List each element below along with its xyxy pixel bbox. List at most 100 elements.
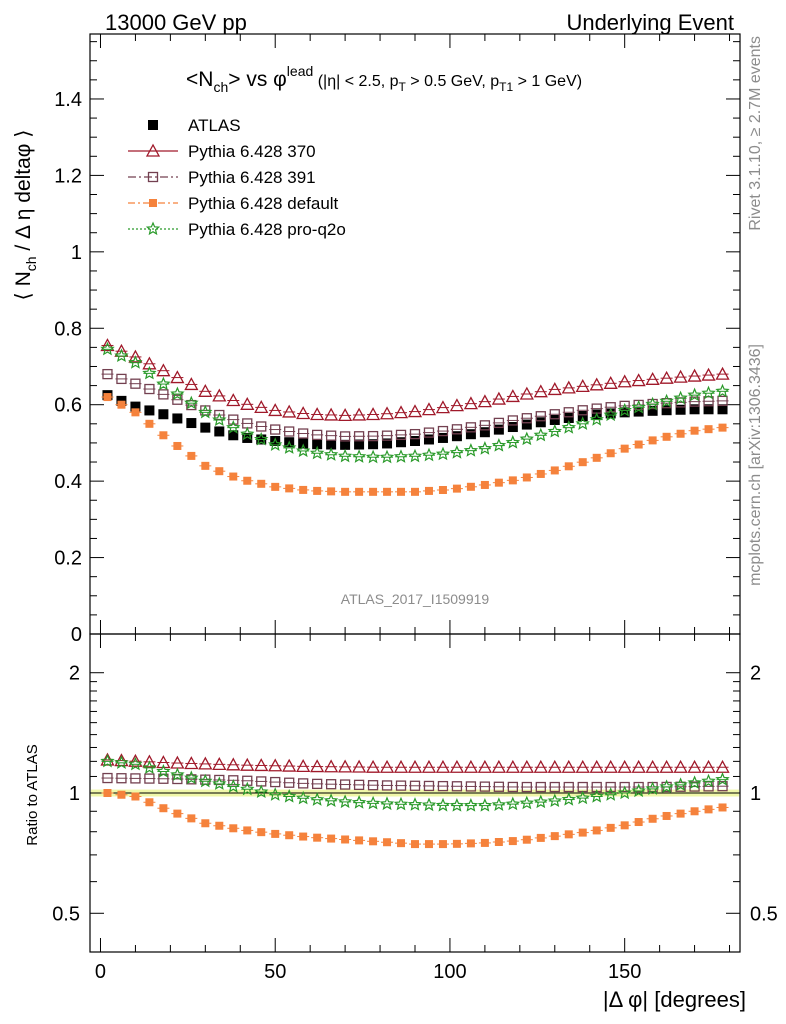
main-point-pythia-6-428-pro-q2o [212,412,227,427]
ratio-point-pythia-6-428-391 [144,773,155,784]
main-point-atlas [130,401,141,412]
ratio-point-pythia-6-428-pro-q2o [282,788,297,803]
main-point-pythia-6-428-391 [479,420,491,431]
main-point-atlas [689,404,700,415]
main-point-pythia-6-428-pro-q2o [659,393,674,408]
main-point-atlas [228,430,239,441]
main-point-pythia-6-428-370 [491,391,506,405]
ratio-point-pythia-6-428-370 [282,758,297,772]
main-point-pythia-6-428-default [578,458,587,467]
ratio-point-pythia-6-428-391 [284,777,295,788]
main-point-pythia-6-428-391 [102,368,113,380]
main-point-pythia-6-428-default [606,449,615,458]
main-point-pythia-6-428-370 [338,408,353,422]
ratio-point-pythia-6-428-370 [254,758,269,772]
main-point-atlas [521,419,532,430]
ratio-point-pythia-6-428-default [383,838,392,847]
main-point-pythia-6-428-default [634,440,643,449]
main-point-pythia-6-428-391 [116,373,127,385]
main-point-pythia-6-428-default [299,485,308,494]
main-point-pythia-6-428-370 [687,368,702,382]
main-point-pythia-6-428-pro-q2o [268,437,283,451]
ratio-point-pythia-6-428-391 [493,781,505,792]
ratio-point-pythia-6-428-370 [575,759,590,773]
ratio-point-pythia-6-428-370 [338,759,353,773]
main-point-pythia-6-428-391 [130,378,141,389]
main-point-pythia-6-428-default [564,462,573,471]
legend-marker-pythia-6-428-default [149,199,157,207]
header-left: 13000 GeV pp [105,10,247,35]
ratio-point-pythia-6-428-default [285,831,294,840]
main-point-pythia-6-428-370 [561,380,576,394]
ratio-point-pythia-6-428-370 [561,759,576,773]
legend-label-pythia-6-428-default: Pythia 6.428 default [188,194,339,213]
main-point-pythia-6-428-default [215,467,224,476]
main-point-pythia-6-428-391 [507,415,518,426]
ratio-point-pythia-6-428-391 [130,773,141,784]
ratio-point-pythia-6-428-391 [367,780,379,791]
main-point-pythia-6-428-default [117,400,126,409]
main-point-atlas [242,432,253,443]
ratio-point-pythia-6-428-370 [212,756,227,771]
main-point-atlas [703,404,714,415]
rivet-label: Rivet 3.1.10, ≥ 2.7M events [747,36,764,231]
main-point-pythia-6-428-pro-q2o [645,396,660,411]
ratio-point-pythia-6-428-default [131,792,140,801]
main-point-atlas [423,434,434,445]
ratio-point-pythia-6-428-391 [395,780,407,791]
main-point-pythia-6-428-pro-q2o [198,404,213,419]
main-point-pythia-6-428-default [229,472,238,481]
main-point-pythia-6-428-default [522,473,531,482]
ratio-point-pythia-6-428-391 [381,780,393,791]
ratio-point-pythia-6-428-default [355,836,364,845]
main-point-pythia-6-428-391 [228,414,239,425]
ratio-point-pythia-6-428-370 [701,759,716,773]
main-point-pythia-6-428-pro-q2o [687,387,702,402]
main-point-pythia-6-428-370 [100,338,115,352]
main-point-pythia-6-428-370 [477,394,492,408]
ratio-point-pythia-6-428-370 [142,754,157,768]
ratio-point-pythia-6-428-391 [116,773,127,784]
main-point-pythia-6-428-370 [435,400,451,414]
ratio-point-pythia-6-428-pro-q2o [631,783,646,798]
main-point-pythia-6-428-391 [172,394,183,405]
main-point-pythia-6-428-default [103,393,112,402]
ratio-point-pythia-6-428-pro-q2o [114,755,129,769]
ratio-ylabel: Ratio to ATLAS [24,744,41,845]
main-point-atlas [577,411,588,422]
ratio-point-pythia-6-428-pro-q2o [226,778,241,793]
main-point-atlas [270,436,281,447]
main-ytick-label: 0 [71,624,82,646]
ratio-ytick-label: 2 [69,663,80,685]
ratio-point-pythia-6-428-391 [465,781,477,792]
ratio-point-pythia-6-428-391 [214,774,225,786]
main-point-pythia-6-428-391 [423,427,435,438]
main-point-pythia-6-428-370 [505,389,520,403]
ratio-point-pythia-6-428-pro-q2o [463,798,479,812]
main-point-pythia-6-428-default [257,479,266,488]
ratio-point-pythia-6-428-pro-q2o [198,773,213,788]
ratio-point-pythia-6-428-391 [479,781,491,792]
ratio-point-pythia-6-428-391 [437,780,449,792]
ratio-point-pythia-6-428-default [522,835,531,844]
ratio-point-pythia-6-428-default [103,789,112,797]
ratio-point-pythia-6-428-pro-q2o [617,785,632,800]
ratio-point-pythia-6-428-370 [407,759,423,773]
main-point-pythia-6-428-391 [465,422,477,433]
main-point-atlas [465,429,476,440]
ratio-point-pythia-6-428-391 [228,775,239,786]
main-point-pythia-6-428-pro-q2o [282,440,297,454]
ratio-point-pythia-6-428-pro-q2o [309,792,325,806]
main-point-pythia-6-428-pro-q2o [519,431,534,446]
main-point-pythia-6-428-391 [703,396,714,407]
main-point-atlas [396,437,407,448]
main-point-pythia-6-428-default [704,425,713,434]
ratio-point-pythia-6-428-default [145,798,154,807]
main-point-pythia-6-428-391 [549,409,560,420]
main-point-pythia-6-428-370 [393,405,409,419]
main-point-pythia-6-428-default [452,484,461,493]
ratio-point-pythia-6-428-default [215,821,224,830]
main-point-pythia-6-428-pro-q2o [226,420,241,434]
main-point-atlas [410,436,420,447]
main-point-atlas [619,407,630,418]
